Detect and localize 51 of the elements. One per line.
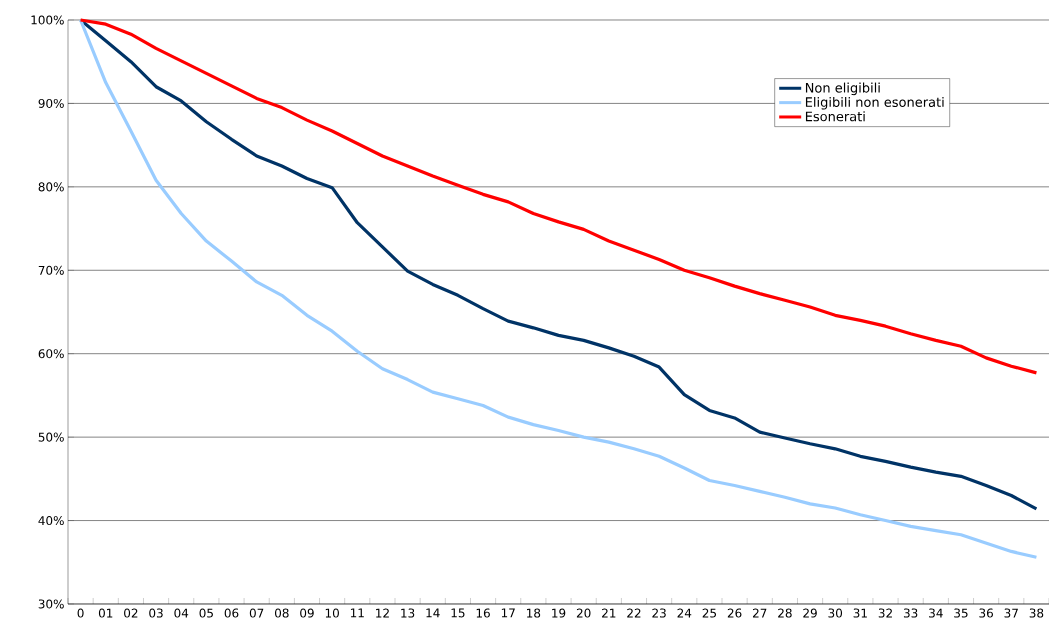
x-tick-label: 34 [929,608,943,618]
y-tick-label: 30% [38,599,64,609]
x-tick-label: 03 [149,608,163,618]
y-tick-label: 40% [38,516,64,526]
x-tick-label: 33 [903,608,918,618]
x-tick-label: 32 [878,608,892,618]
x-tick-label: 01 [98,608,113,618]
x-tick-label: 18 [527,608,541,618]
x-tick-label: 14 [426,608,440,618]
x-tick-label: 05 [199,608,213,618]
x-tick-label: 26 [727,608,742,618]
y-tick-label: 70% [38,265,64,275]
y-tick-label: 50% [38,432,64,442]
y-tick-label: 90% [38,98,64,108]
x-tick-label: 0 [77,608,84,618]
x-tick-label: 23 [652,608,666,618]
x-tick-label: 08 [274,608,289,618]
x-tick-label: 27 [752,608,767,618]
x-tick-label: 11 [350,608,364,618]
x-tick-label: 37 [1004,608,1018,618]
x-tick-label: 24 [677,608,692,618]
x-tick-label: 07 [249,608,264,618]
x-tick-label: 25 [702,608,717,618]
x-tick-label: 21 [602,608,616,618]
x-tick-label: 09 [300,608,314,618]
x-tick-label: 04 [174,608,189,618]
x-tick-label: 36 [979,608,993,618]
x-tick-label: 28 [778,608,792,618]
y-tick-label: 100% [31,15,64,25]
y-tick-label: 60% [38,349,64,359]
line-series [78,18,1039,375]
legend-label: Esonerati [805,111,865,122]
x-tick-label: 06 [224,608,239,618]
y-tick-label: 80% [38,182,64,192]
x-tick-label: 35 [954,608,968,618]
x-tick-label: 12 [376,608,389,618]
legend-label: Eligibili non esonerati [805,96,944,110]
x-tick-label: 16 [476,608,490,618]
x-tick-label: 13 [401,608,415,618]
x-tick-label: 38 [1029,608,1044,618]
x-tick-label: 29 [803,608,817,618]
x-tick-label: 15 [451,608,465,618]
x-tick-label: 17 [501,608,515,618]
x-tick-label: 19 [552,608,566,618]
x-tick-label: 31 [853,608,867,618]
legend-label: Non eligibili [805,82,880,96]
x-tick-label: 30 [828,608,843,618]
x-tick-label: 10 [325,608,339,618]
x-tick-label: 20 [576,608,591,618]
x-tick-label: 22 [627,608,641,618]
x-tick-label: 02 [124,608,138,618]
